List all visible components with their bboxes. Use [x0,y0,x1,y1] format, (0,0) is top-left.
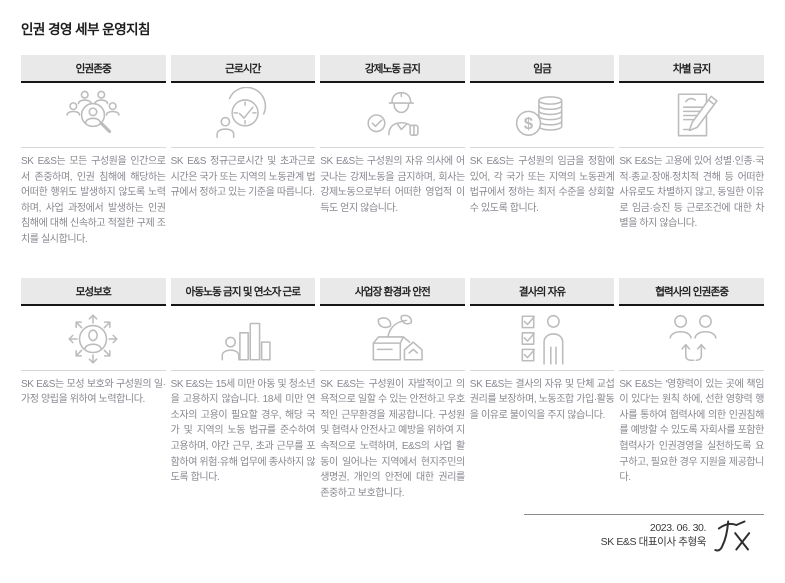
person-chart-icon [171,306,316,370]
guideline-row-2: 모성보호 S [21,277,764,502]
section-header: 모성보호 [21,277,166,306]
section-header: 강제노동 금지 [320,55,465,83]
section-partner-human-rights: 협력사의 인권존중 SK E&S는 '영향력이 있는 곳에 책임이 있다'는 원… [619,277,764,486]
section-wages: 임금 $ SK E&S는 구성원의 임금을 정함에 있어, 각 국가 또는 지역… [469,55,615,216]
people-search-icon [21,83,166,147]
section-freedom-of-association: 결사의 자유 SK E&S는 결사의 자유 및 단체 교섭 권리를 보장하며, … [469,277,615,424]
section-body: SK E&S는 구성원의 자유 의사에 어긋나는 강제노동을 금지하며, 회사는… [320,147,465,216]
worker-check-icon [320,83,465,147]
section-maternity-protection: 모성보호 S [21,277,166,408]
section-header: 인권존중 [21,55,166,83]
section-header: 임금 [469,55,615,83]
contract-pen-icon [619,83,764,147]
section-body: SK E&S는 결사의 자유 및 단체 교섭 권리를 보장하며, 노동조합 가입… [469,369,615,424]
section-body: SK E&S는 모성 보호와 구성원의 일·가정 양립을 위하여 노력합니다. [21,369,166,408]
section-header: 아동노동 금지 및 연소자 근로 [170,277,316,306]
partners-icon [619,306,764,370]
section-working-hours: 근로시간 SK E&S 정규근로시간 및 초과근로 시간은 국가 또는 지역의 … [170,55,316,201]
eco-site-icon [320,306,465,370]
section-header: 협력사의 인권존중 [619,277,764,306]
page-title: 인권 경영 세부 운영지침 [21,22,150,37]
guideline-row-1: 인권존중 SK E&S는 모든 구성원을 인간으로서 존중하며, 인권 침해에 … [21,55,764,248]
section-body: SK E&S는 구성원의 임금을 정함에 있어, 각 국가 또는 지역의 노동관… [469,147,615,216]
section-workplace-safety: 사업장 환경과 안전 SK E&S는 구성원이 자발적이고 의욕적으로 일할 수… [320,277,465,502]
section-header: 차별 금지 [619,55,764,83]
section-human-rights-respect: 인권존중 SK E&S는 모든 구성원을 인간으로서 존중하며, 인권 침해에 … [21,55,166,248]
section-body: SK E&S는 구성원이 자발적이고 의욕적으로 일할 수 있는 안전하고 우호… [320,369,465,502]
section-body: SK E&S 정규근로시간 및 초과근로 시간은 국가 또는 지역의 노동관계 … [170,147,316,201]
checklist-person-icon [470,306,615,370]
clock-person-icon [171,83,316,147]
footer-date: 2023. 06. 30. [649,522,707,535]
section-body: SK E&S는 모든 구성원을 인간으로서 존중하며, 인권 침해에 해당하는 … [21,147,166,248]
signature-block: 2023. 06. 30. SK E&S 대표이사 추형욱 [524,514,764,552]
section-header: 사업장 환경과 안전 [320,277,465,306]
section-child-labor-ban: 아동노동 금지 및 연소자 근로 SK E&S는 15세 미만 아동 및 청소년… [170,277,316,486]
section-header: 근로시간 [170,55,316,83]
section-forced-labor-ban: 강제노동 금지 SK E&S는 구성원의 자유 의사에 어긋나는 강제노동을 금… [320,55,465,216]
section-body: SK E&S는 고용에 있어 성별·인종·국적·종교·장애·정치적 견해 등 어… [619,147,764,232]
section-body: SK E&S는 '영향력이 있는 곳에 책임이 있다'는 원칙 하에, 선한 영… [619,369,764,486]
document-page: 인권 경영 세부 운영지침 인권존중 SK E&S는 모든 구성원을 인간으로서… [21,22,764,552]
signature-icon [714,520,751,552]
section-body: SK E&S는 15세 미만 아동 및 청소년을 고용하지 않습니다. 18세 … [170,369,316,486]
svg-text:$: $ [524,114,533,133]
person-arrows-icon [21,306,166,370]
footer-signer: SK E&S 대표이사 추형욱 [600,536,707,549]
coins-icon: $ [470,83,615,147]
section-discrimination-ban: 차별 금지 SK E&S는 고용에 있어 성별·인종·국적·종교·장애·정치적 … [619,55,764,232]
section-header: 결사의 자유 [469,277,615,306]
